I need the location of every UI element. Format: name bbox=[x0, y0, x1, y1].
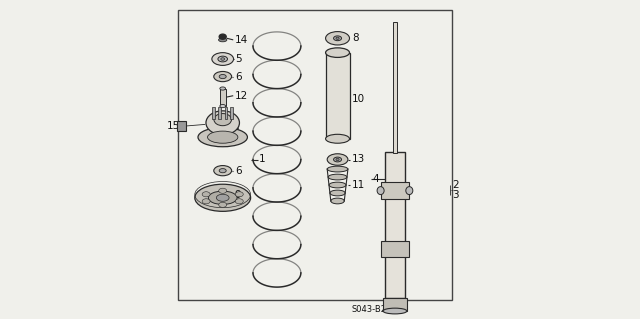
Ellipse shape bbox=[236, 199, 243, 204]
Ellipse shape bbox=[326, 48, 349, 57]
Ellipse shape bbox=[329, 182, 346, 188]
Text: 7: 7 bbox=[236, 132, 243, 142]
Ellipse shape bbox=[219, 168, 226, 173]
Bar bbox=[326, 53, 349, 139]
Ellipse shape bbox=[220, 105, 225, 108]
Ellipse shape bbox=[216, 194, 229, 201]
Ellipse shape bbox=[327, 154, 348, 165]
Text: 15: 15 bbox=[166, 121, 180, 131]
Ellipse shape bbox=[328, 174, 347, 180]
Bar bbox=[230, 107, 233, 119]
Ellipse shape bbox=[202, 192, 210, 197]
Ellipse shape bbox=[219, 34, 226, 39]
Text: 11: 11 bbox=[352, 180, 365, 190]
Bar bbox=[218, 107, 221, 119]
Text: 9: 9 bbox=[235, 189, 241, 200]
Bar bbox=[393, 22, 397, 153]
Ellipse shape bbox=[377, 187, 384, 195]
Bar bbox=[385, 152, 405, 298]
Text: S043-B2800: S043-B2800 bbox=[352, 305, 403, 314]
Ellipse shape bbox=[221, 58, 225, 60]
Ellipse shape bbox=[330, 190, 345, 196]
Text: 14: 14 bbox=[235, 35, 248, 45]
Ellipse shape bbox=[219, 188, 227, 193]
Text: 13: 13 bbox=[352, 154, 365, 165]
Ellipse shape bbox=[219, 202, 227, 207]
Bar bbox=[383, 298, 407, 311]
Ellipse shape bbox=[220, 87, 225, 90]
Bar bbox=[220, 88, 225, 106]
Ellipse shape bbox=[326, 134, 349, 143]
Ellipse shape bbox=[214, 71, 232, 82]
Bar bbox=[178, 10, 452, 300]
Ellipse shape bbox=[336, 37, 339, 39]
Text: 2: 2 bbox=[452, 180, 459, 190]
Ellipse shape bbox=[219, 74, 226, 79]
Ellipse shape bbox=[406, 187, 413, 195]
Text: 10: 10 bbox=[352, 94, 365, 104]
Text: 12: 12 bbox=[235, 91, 248, 101]
Ellipse shape bbox=[207, 131, 238, 143]
Bar bbox=[381, 182, 410, 199]
Ellipse shape bbox=[331, 198, 344, 204]
Ellipse shape bbox=[214, 166, 232, 176]
Text: 3: 3 bbox=[452, 189, 459, 200]
Text: 6: 6 bbox=[235, 71, 241, 82]
Bar bbox=[225, 107, 227, 119]
Ellipse shape bbox=[383, 308, 407, 314]
Ellipse shape bbox=[333, 36, 342, 41]
Ellipse shape bbox=[195, 184, 251, 211]
Ellipse shape bbox=[198, 128, 248, 147]
Bar bbox=[177, 121, 186, 131]
Text: 5: 5 bbox=[235, 54, 241, 64]
Ellipse shape bbox=[236, 192, 243, 197]
Ellipse shape bbox=[333, 157, 342, 162]
Ellipse shape bbox=[209, 191, 237, 204]
Text: 1: 1 bbox=[259, 154, 266, 165]
Bar bbox=[212, 107, 216, 119]
Ellipse shape bbox=[326, 32, 349, 45]
Ellipse shape bbox=[327, 166, 348, 172]
Ellipse shape bbox=[214, 114, 232, 126]
Ellipse shape bbox=[336, 159, 339, 161]
Text: 8: 8 bbox=[352, 33, 358, 43]
Bar bbox=[381, 241, 408, 257]
Ellipse shape bbox=[206, 111, 239, 135]
Ellipse shape bbox=[218, 38, 227, 42]
Ellipse shape bbox=[218, 56, 227, 62]
Ellipse shape bbox=[202, 199, 210, 204]
Text: 6: 6 bbox=[235, 166, 241, 176]
Ellipse shape bbox=[212, 53, 234, 65]
Text: 4: 4 bbox=[372, 174, 380, 184]
